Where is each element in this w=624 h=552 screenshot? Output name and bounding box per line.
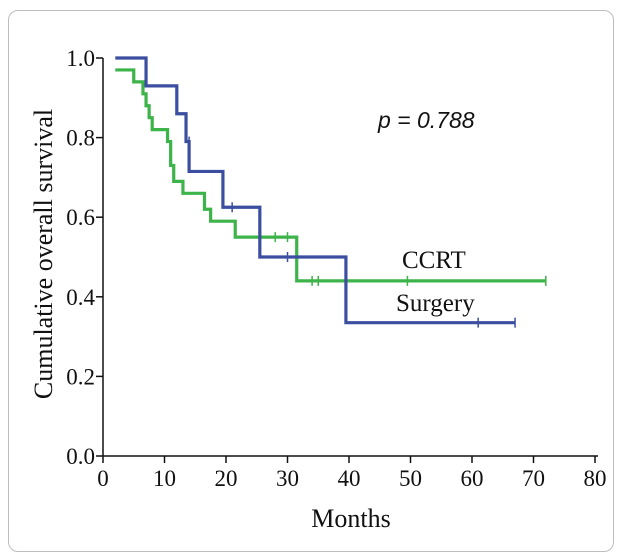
series-line-ccrt (115, 68, 546, 283)
y-tick-label: 0.6 (66, 205, 95, 230)
axes (102, 58, 598, 457)
x-tick-label: 20 (215, 466, 238, 491)
y-tick-label: 0.0 (66, 444, 95, 469)
y-tick-label: 1.0 (66, 46, 95, 71)
series-label-surgery: Surgery (396, 290, 475, 317)
series-layer (115, 56, 547, 328)
x-tick-label: 10 (153, 466, 176, 491)
x-axis-title: Months (311, 504, 390, 531)
x-tick-label: 50 (399, 466, 422, 491)
x-tick-label: 40 (338, 466, 361, 491)
y-axis-title: Cumulative overall survival (29, 109, 58, 399)
x-tick-label: 80 (584, 466, 607, 491)
y-tick-label: 0.4 (66, 285, 95, 310)
y-tick-label: 0.8 (66, 126, 95, 151)
x-tick-label: 70 (522, 466, 545, 491)
x-tick-label: 0 (97, 466, 109, 491)
x-tick-label: 30 (276, 466, 299, 491)
x-tick-label: 60 (461, 466, 484, 491)
y-tick-label: 0.2 (66, 364, 95, 389)
p-value-annotation: p = 0.788 (377, 107, 475, 133)
ticks: 0 10 20 30 40 50 60 70 80 0.0 0.2 0.4 0.6 0.8 1.0 (66, 46, 606, 491)
series-line-surgery (115, 56, 516, 325)
survival-chart: 0 10 20 30 40 50 60 70 80 0.0 0.2 0.4 0.6 0.8 1.0 CCRT… (29, 46, 607, 531)
series-label-ccrt: CCRT (402, 247, 466, 274)
